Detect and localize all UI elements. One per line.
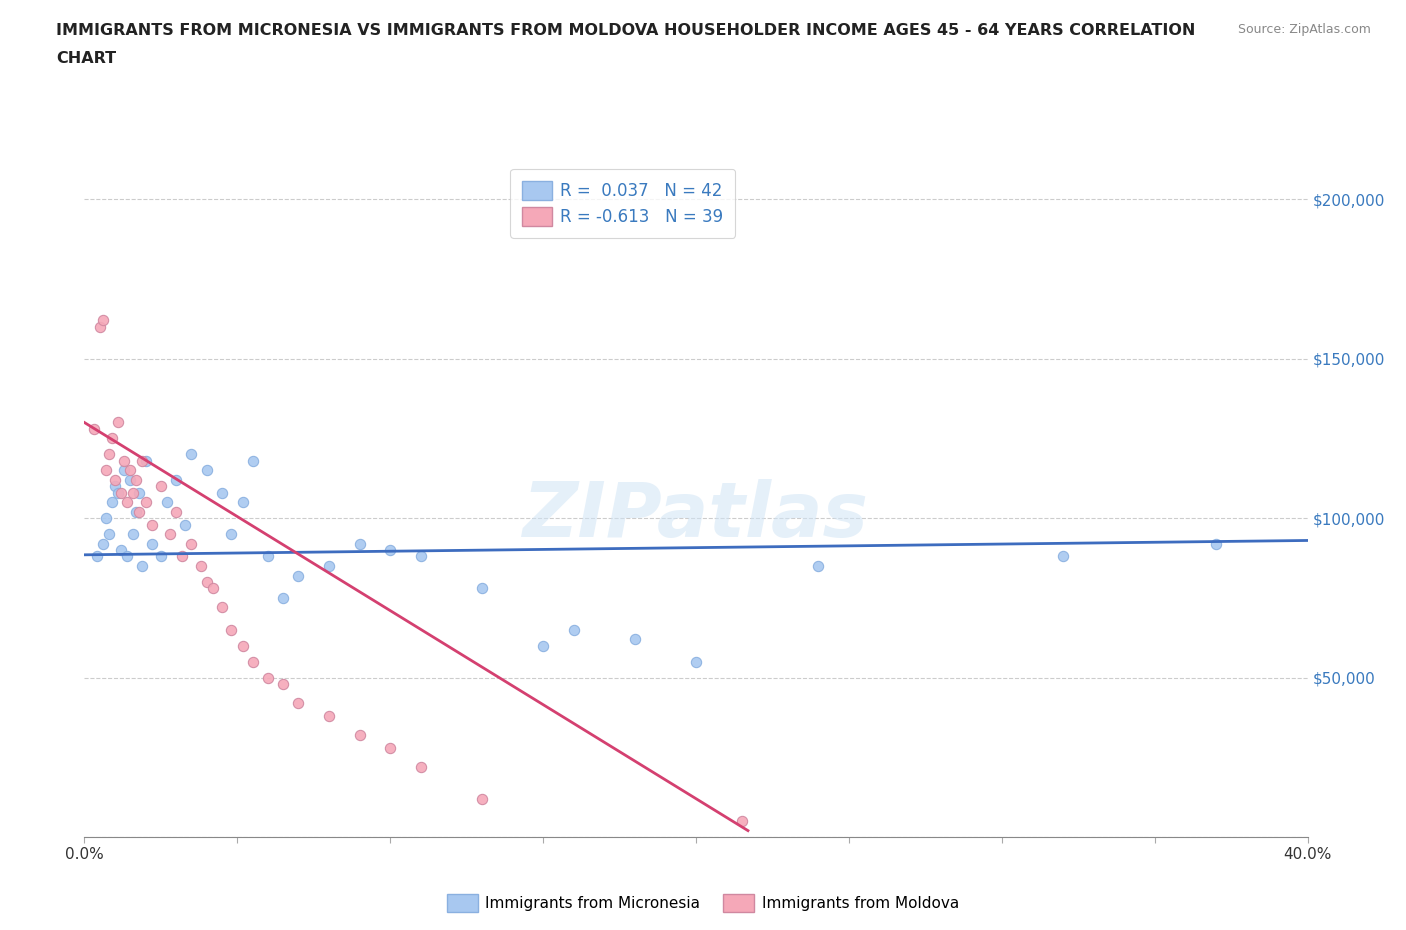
Point [91, 313, 114, 328]
Point [149, 549, 172, 564]
Point [128, 485, 150, 500]
Point [531, 638, 554, 653]
Point [131, 453, 153, 468]
Point [172, 549, 194, 564]
Point [112, 463, 135, 478]
Point [318, 559, 340, 574]
Point [471, 581, 494, 596]
Point [242, 654, 264, 669]
Point [232, 638, 254, 653]
Point [807, 559, 830, 574]
Point [195, 463, 218, 478]
Point [219, 526, 242, 541]
Point [125, 472, 148, 487]
Point [104, 472, 127, 487]
Point [257, 549, 280, 564]
Point [104, 479, 127, 494]
Point [211, 485, 233, 500]
Point [107, 415, 129, 430]
Point [1052, 549, 1074, 564]
Point [97, 447, 120, 462]
Point [318, 709, 340, 724]
Point [159, 526, 181, 541]
Point [180, 447, 202, 462]
Point [165, 472, 187, 487]
Point [380, 542, 402, 557]
Point [91, 537, 114, 551]
Text: Source: ZipAtlas.com: Source: ZipAtlas.com [1237, 23, 1371, 36]
Point [271, 591, 294, 605]
Point [349, 727, 371, 742]
Point [94, 463, 117, 478]
Point [380, 740, 402, 755]
Point [287, 696, 309, 711]
Point [685, 654, 707, 669]
Point [271, 676, 294, 691]
Point [257, 671, 280, 685]
Point [128, 504, 150, 519]
Text: IMMIGRANTS FROM MICRONESIA VS IMMIGRANTS FROM MOLDOVA HOUSEHOLDER INCOME AGES 45: IMMIGRANTS FROM MICRONESIA VS IMMIGRANTS… [56, 23, 1195, 38]
Point [97, 526, 120, 541]
Point [349, 537, 371, 551]
Point [115, 495, 138, 510]
Point [165, 504, 187, 519]
Legend: R =  0.037   N = 42, R = -0.613   N = 39: R = 0.037 N = 42, R = -0.613 N = 39 [510, 169, 735, 237]
Point [115, 549, 138, 564]
Point [107, 485, 129, 500]
Point [174, 517, 197, 532]
Point [125, 504, 148, 519]
Point [94, 511, 117, 525]
Legend: Immigrants from Micronesia, Immigrants from Moldova: Immigrants from Micronesia, Immigrants f… [441, 888, 965, 918]
Point [624, 631, 647, 646]
Point [112, 453, 135, 468]
Point [287, 568, 309, 583]
Point [141, 517, 163, 532]
Point [101, 431, 124, 445]
Point [190, 559, 212, 574]
Point [180, 537, 202, 551]
Point [242, 453, 264, 468]
Point [110, 485, 132, 500]
Point [135, 495, 157, 510]
Point [135, 453, 157, 468]
Point [149, 479, 172, 494]
Point [211, 600, 233, 615]
Point [120, 472, 142, 487]
Point [122, 526, 145, 541]
Point [110, 542, 132, 557]
Point [195, 575, 218, 590]
Point [562, 622, 585, 637]
Point [89, 319, 111, 334]
Point [120, 463, 142, 478]
Text: CHART: CHART [56, 51, 117, 66]
Point [86, 549, 108, 564]
Point [101, 495, 124, 510]
Point [1205, 537, 1227, 551]
Point [219, 622, 242, 637]
Point [83, 421, 105, 436]
Point [731, 814, 754, 829]
Point [409, 760, 432, 775]
Point [471, 791, 494, 806]
Point [156, 495, 179, 510]
Text: ZIPatlas: ZIPatlas [523, 479, 869, 552]
Point [131, 559, 153, 574]
Point [232, 495, 254, 510]
Point [122, 485, 145, 500]
Point [201, 581, 224, 596]
Point [409, 549, 432, 564]
Point [141, 537, 163, 551]
